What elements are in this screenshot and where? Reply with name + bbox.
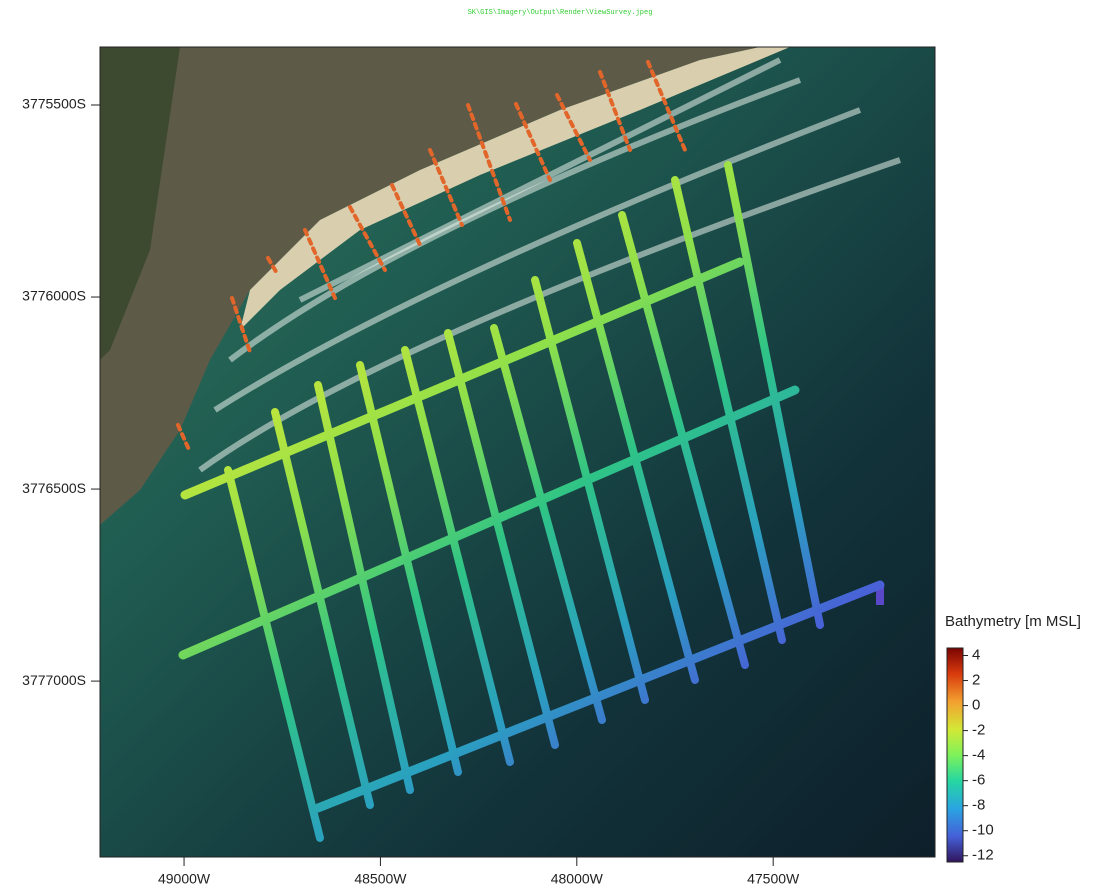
map-page: SK\GIS\Imagery\Output\Render\ViewSurvey.…	[0, 0, 1120, 893]
colorbar	[947, 648, 963, 862]
y-tick-label: 3777000S	[22, 672, 86, 688]
colorbar-tick-label: 0	[972, 697, 980, 714]
colorbar-tick-label: -2	[972, 722, 985, 739]
colorbar-tick-label: -12	[972, 847, 994, 864]
y-tick-label: 3776500S	[22, 480, 86, 496]
colorbar-tick-label: 4	[972, 646, 980, 663]
colorbar-tick-label: -8	[972, 797, 985, 814]
x-tick-label: 49000W	[158, 871, 211, 887]
colorbar-tick-label: -4	[972, 747, 985, 764]
imagery	[100, 47, 935, 857]
y-tick-label: 3776000S	[22, 288, 86, 304]
colorbar-tick-label: -10	[972, 822, 994, 839]
x-tick-label: 48000W	[551, 871, 604, 887]
y-tick-label: 3775500S	[22, 96, 86, 112]
colorbar-tick-label: -6	[972, 772, 985, 789]
file-path: SK\GIS\Imagery\Output\Render\ViewSurvey.…	[468, 9, 653, 17]
x-tick-label: 47500W	[747, 871, 800, 887]
colorbar-title: Bathymetry [m MSL]	[945, 613, 1081, 630]
colorbar-tick-label: 2	[972, 672, 980, 689]
x-tick-label: 48500W	[354, 871, 407, 887]
